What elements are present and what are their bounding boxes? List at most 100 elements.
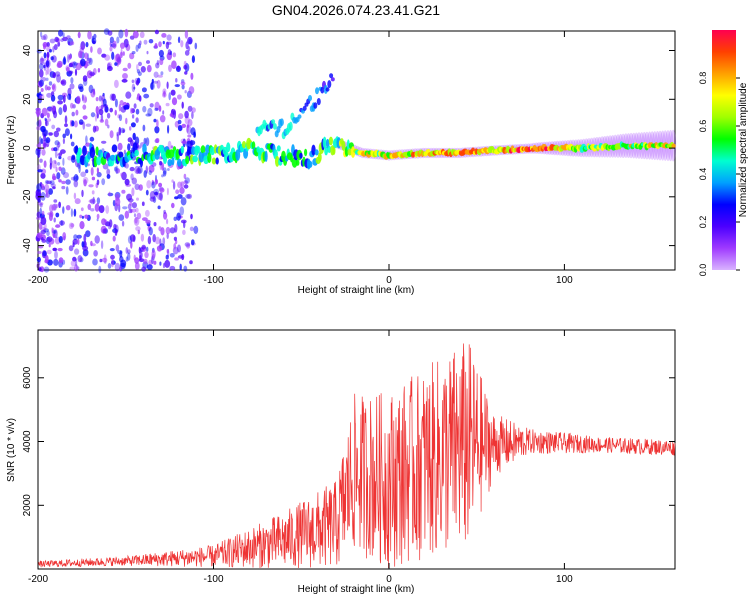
noise-mark [70,208,73,218]
snr-ylabel: SNR (10 * v/v) [6,418,17,482]
noise-mark [36,232,43,239]
noise-mark [97,68,101,73]
noise-mark [118,126,122,136]
noise-mark [42,250,47,257]
noise-mark [135,226,141,232]
noise-mark [53,130,59,138]
noise-mark [44,117,47,121]
noise-mark [166,249,169,254]
noise-mark [68,222,74,230]
noise-mark [121,220,125,227]
noise-mark [188,38,193,45]
noise-mark [182,229,186,235]
noise-mark [186,193,192,200]
noise-mark [109,219,113,228]
ridge-mark [211,157,217,165]
noise-mark [85,123,92,127]
noise-mark [177,36,181,44]
noise-mark [145,209,150,217]
noise-mark [38,266,42,272]
ridge-mark [89,146,96,159]
noise-mark [44,84,48,91]
noise-mark [171,97,178,106]
noise-mark [65,186,69,195]
noise-mark [159,115,166,123]
noise-mark [133,86,136,90]
noise-mark [136,212,142,220]
noise-mark [105,205,110,214]
noise-mark [46,236,53,243]
noise-mark [85,230,91,238]
noise-mark [81,94,84,102]
noise-mark [57,162,61,166]
noise-mark [90,112,96,118]
noise-mark [62,57,67,65]
noise-mark [169,253,175,258]
noise-mark [43,228,49,233]
noise-mark [73,234,78,241]
noise-mark [82,249,89,257]
ridge-mark [82,145,87,157]
noise-mark [86,57,92,64]
noise-mark [131,208,137,213]
noise-mark [46,42,50,47]
noise-mark [134,183,140,190]
noise-mark [46,118,52,122]
ridge-mark [96,156,102,166]
noise-mark [69,83,75,90]
noise-mark [56,74,61,83]
noise-mark [137,71,142,76]
noise-mark [136,197,139,201]
noise-mark [150,82,154,90]
noise-mark [62,36,68,42]
noise-mark [58,107,63,116]
spectrogram-ytick-label: -20 [22,189,33,204]
noise-mark [36,256,42,263]
noise-mark [109,93,115,101]
noise-mark [137,43,141,49]
noise-mark [162,40,165,45]
noise-mark [134,165,140,175]
noise-mark [59,220,65,226]
spectrogram-ytick-label: -40 [22,238,33,253]
noise-mark [157,205,161,210]
branch-mark [279,118,284,126]
noise-mark [125,256,129,262]
noise-mark [53,258,59,266]
noise-mark [48,188,53,195]
noise-mark [88,184,94,188]
noise-mark [162,110,165,115]
noise-mark [80,207,84,212]
noise-mark [68,245,74,252]
noise-mark [151,181,156,189]
noise-mark [92,258,98,266]
noise-mark [54,36,59,43]
noise-mark [82,95,87,104]
noise-mark [37,169,43,173]
noise-mark [124,178,130,186]
noise-mark [154,107,159,111]
colorbar-tick-label: 0.8 [698,72,708,85]
noise-mark [129,126,132,131]
noise-mark [118,214,125,221]
noise-mark [56,172,61,180]
noise-mark [181,84,185,90]
noise-mark [122,51,125,56]
noise-mark [111,258,114,268]
noise-mark [118,29,124,39]
colorbar-tick-label: 0.4 [698,168,708,181]
noise-mark [70,260,76,267]
noise-mark [85,41,89,48]
noise-mark [109,130,114,139]
noise-mark [190,72,194,80]
noise-mark [124,28,129,38]
noise-mark [71,120,75,127]
noise-mark [76,234,82,239]
noise-mark [54,150,58,159]
noise-mark [43,142,47,149]
branch-mark [327,80,332,89]
noise-mark [193,225,199,234]
noise-mark [121,171,127,181]
noise-mark [184,71,188,75]
noise-mark [153,222,157,227]
